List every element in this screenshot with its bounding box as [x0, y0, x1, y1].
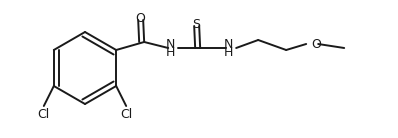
Text: Cl: Cl: [120, 108, 132, 120]
Text: O: O: [311, 38, 321, 51]
Text: O: O: [135, 11, 145, 25]
Text: S: S: [192, 18, 200, 30]
Text: H: H: [166, 47, 175, 59]
Text: N: N: [224, 38, 233, 51]
Text: N: N: [166, 38, 175, 51]
Text: Cl: Cl: [38, 108, 50, 120]
Text: H: H: [224, 47, 233, 59]
